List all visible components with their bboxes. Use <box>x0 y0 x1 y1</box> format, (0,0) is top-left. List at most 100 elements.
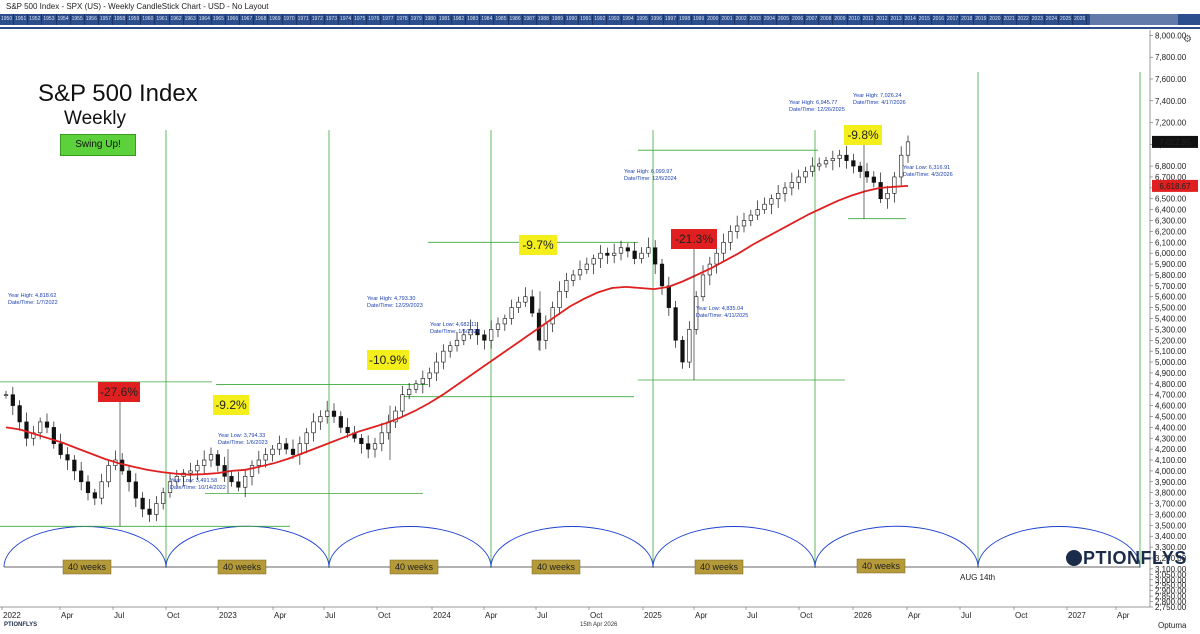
timeline-year[interactable]: 2008 <box>819 14 834 25</box>
timeline-year[interactable]: 2021 <box>1003 14 1017 25</box>
cycle-label: 40 weeks <box>223 562 262 572</box>
timeline-year[interactable]: 1953 <box>42 14 57 25</box>
timeline-year[interactable]: 1999 <box>692 14 707 25</box>
timeline-year[interactable]: 2004 <box>763 14 777 25</box>
timeline-year[interactable]: 1986 <box>509 14 523 25</box>
timeline-year[interactable]: 2009 <box>833 14 848 25</box>
timeline-year[interactable]: 1985 <box>494 14 509 25</box>
timeline-year[interactable]: 2003 <box>749 14 763 25</box>
timeline-year[interactable]: 2002 <box>735 14 749 25</box>
timeline-year[interactable]: 1968 <box>254 14 269 25</box>
timeline-year[interactable]: 1961 <box>155 14 170 25</box>
timeline-year[interactable]: 2000 <box>706 14 721 25</box>
timeline-year[interactable]: 1971 <box>297 14 311 25</box>
timeline-year[interactable]: 1969 <box>268 14 283 25</box>
x-tick-label: 2026 <box>854 611 872 620</box>
candle-body <box>803 171 808 178</box>
timeline-year[interactable]: 1955 <box>71 14 85 25</box>
timeline-year[interactable]: 1982 <box>452 14 467 25</box>
swing-up-badge[interactable]: Swing Up! <box>60 134 136 156</box>
timeline-year[interactable]: 2019 <box>974 14 989 25</box>
timeline-year[interactable]: 2005 <box>777 14 791 25</box>
footer-date: 15th Apr 2026 <box>580 622 618 628</box>
timeline-year[interactable]: 1951 <box>14 14 29 25</box>
timeline-year[interactable]: 1959 <box>127 14 142 25</box>
candle-body <box>687 329 692 363</box>
timeline-year[interactable]: 2018 <box>960 14 975 25</box>
timeline-year[interactable]: 1989 <box>551 14 565 25</box>
gear-icon[interactable]: ⚙ <box>1183 34 1192 45</box>
window-title: S&P 500 Index - SPX (US) - Weekly Candle… <box>0 0 1200 14</box>
timeline-year[interactable]: 1994 <box>622 14 636 25</box>
timeline-year[interactable]: 2012 <box>875 14 890 25</box>
timeline-year[interactable]: 2024 <box>1045 14 1060 25</box>
timeline-year[interactable]: 1960 <box>141 14 156 25</box>
timeline-year[interactable]: 1974 <box>339 14 354 25</box>
timeline-year[interactable]: 1962 <box>170 14 184 25</box>
timeline-year[interactable]: 2006 <box>791 14 806 25</box>
timeline-year[interactable]: 1956 <box>85 14 99 25</box>
timeline-year[interactable]: 2001 <box>720 14 735 25</box>
timeline-year[interactable]: 2025 <box>1059 14 1074 25</box>
timeline-year[interactable]: 2016 <box>932 14 947 25</box>
timeline-year[interactable]: 1950 <box>0 14 15 25</box>
x-tick-label: Jul <box>325 611 335 620</box>
timeline-year[interactable]: 1984 <box>480 14 495 25</box>
candle-body <box>427 372 432 379</box>
timeline-year[interactable]: 2022 <box>1017 14 1031 25</box>
timeline-year[interactable]: 1978 <box>396 14 410 25</box>
timeline-year[interactable]: 1966 <box>226 14 241 25</box>
timeline-year[interactable]: 1963 <box>184 14 198 25</box>
timeline-year[interactable]: 2023 <box>1031 14 1045 25</box>
x-tick-label: 2027 <box>1068 611 1086 620</box>
timeline-year[interactable]: 1983 <box>466 14 481 25</box>
timeline-year[interactable]: 1990 <box>565 14 580 25</box>
timeline-visible-range[interactable] <box>1090 14 1178 25</box>
timeline-year[interactable]: 2010 <box>848 14 862 25</box>
timeline-year[interactable]: 1996 <box>650 14 664 25</box>
timeline-year[interactable]: 1988 <box>537 14 551 25</box>
y-tick-label: 3,100.00 <box>1155 565 1187 574</box>
timeline-year[interactable]: 1952 <box>28 14 43 25</box>
timeline-year[interactable]: 1979 <box>410 14 424 25</box>
x-tick-label: Apr <box>61 611 74 620</box>
timeline-year[interactable]: 1973 <box>325 14 339 25</box>
timeline-year[interactable]: 2015 <box>918 14 932 25</box>
timeline-year[interactable]: 2011 <box>862 14 876 25</box>
timeline-year[interactable]: 2020 <box>988 14 1003 25</box>
timeline-year[interactable]: 2007 <box>805 14 820 25</box>
timeline-year[interactable]: 1991 <box>579 14 594 25</box>
timeline-year[interactable]: 1981 <box>438 14 452 25</box>
y-tick-label: 3,800.00 <box>1155 489 1187 498</box>
timeline-year[interactable]: 1965 <box>212 14 226 25</box>
timeline-year[interactable]: 1987 <box>523 14 537 25</box>
timeline-year[interactable]: 1967 <box>240 14 255 25</box>
timeline-year[interactable]: 1980 <box>424 14 438 25</box>
timeline-year[interactable]: 1975 <box>353 14 368 25</box>
year-level-annotation: Date/Time: 4/11/2025 <box>696 313 748 319</box>
timeline-year[interactable]: 1993 <box>607 14 622 25</box>
footer-logo: PTIONFLYS <box>4 622 38 628</box>
timeline-year[interactable]: 1995 <box>636 14 650 25</box>
candle-body <box>304 432 309 444</box>
timeline-year[interactable]: 1977 <box>381 14 396 25</box>
timeline-year[interactable]: 2026 <box>1073 14 1088 25</box>
timeline-year[interactable]: 2014 <box>904 14 918 25</box>
timeline-year[interactable]: 1954 <box>57 14 71 25</box>
timeline-year[interactable]: 1957 <box>99 14 113 25</box>
timeline-year[interactable]: 1970 <box>283 14 297 25</box>
timeline-year[interactable]: 1972 <box>311 14 325 25</box>
timeline-year[interactable]: 1976 <box>367 14 382 25</box>
timeline-year[interactable]: 2013 <box>890 14 904 25</box>
timeline-year[interactable]: 2017 <box>946 14 961 25</box>
y-tick-label: 3,000.00 <box>1155 576 1187 585</box>
timeline-year[interactable]: 1998 <box>678 14 693 25</box>
timeline-year[interactable]: 1997 <box>664 14 678 25</box>
timeline-year[interactable]: 1992 <box>593 14 608 25</box>
timeline-navigator[interactable]: 1950 1951 1952 1953 1954 1955 1956 1957 1958 1959… <box>0 14 1200 25</box>
candle-body <box>639 252 644 259</box>
timeline-year[interactable]: 1964 <box>198 14 212 25</box>
timeline-year[interactable]: 1958 <box>113 14 128 25</box>
